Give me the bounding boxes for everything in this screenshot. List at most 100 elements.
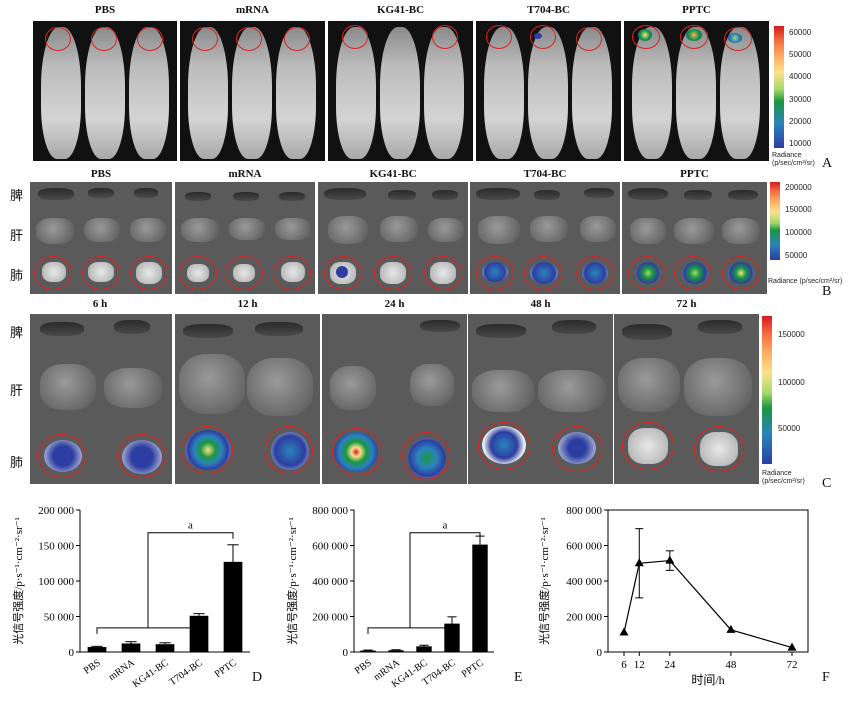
organ-image-c-6h	[30, 314, 172, 484]
panel-label-d: D	[252, 670, 263, 685]
bar	[189, 615, 209, 652]
bar	[223, 561, 243, 652]
bar	[416, 646, 432, 652]
panel-label-e: E	[514, 670, 523, 685]
panel-label-a: A	[822, 156, 833, 171]
bracket-high	[409, 532, 481, 628]
x-tick-label: PBS	[82, 657, 103, 676]
cbar-b-tick: 50000	[785, 251, 808, 260]
group-label-t704: T704-BC	[527, 4, 570, 16]
group-label-mrna: mRNA	[236, 4, 269, 16]
y-tick-label: 200 000	[38, 505, 74, 517]
cbar-a-tick: 60000	[789, 28, 812, 37]
group-label-b-t704: T704-BC	[523, 168, 567, 180]
bracket-low	[96, 627, 200, 634]
panel-label-b: B	[822, 284, 832, 299]
time-label: 72 h	[676, 298, 697, 310]
cbar-b-tick: 200000	[785, 183, 812, 192]
colorbar-c	[762, 316, 772, 464]
data-point	[665, 555, 675, 564]
y-tick-label: 600 000	[312, 541, 348, 553]
y-axis-label: 光信号强度/p·s⁻¹·cm⁻²·sr⁻¹	[537, 517, 551, 645]
y-tick-label: 200 000	[312, 612, 348, 624]
group-label-b-kg41: KG41-BC	[369, 168, 417, 180]
organ-image-c-48h	[468, 314, 613, 484]
bar	[444, 623, 460, 652]
data-point	[634, 558, 644, 567]
organ-image-c-24h	[322, 314, 467, 484]
cbar-a-tick: 30000	[789, 95, 812, 104]
bracket-high	[147, 532, 234, 628]
y-axis-label: 光信号强度/p·s⁻¹·cm⁻²·sr⁻¹	[11, 517, 25, 645]
x-tick-label: PPTC	[460, 657, 486, 680]
y-tick-label: 0	[343, 647, 349, 659]
x-tick-label: 12	[634, 659, 645, 671]
mouse-image-pbs	[33, 21, 177, 161]
mouse-image-mrna	[180, 21, 325, 161]
group-label-pptc: PPTC	[682, 4, 711, 16]
y-tick-label: 50 000	[44, 612, 75, 624]
cbar-c-tick: 100000	[778, 378, 805, 387]
organ-label-lung: 肺	[10, 269, 24, 284]
plot-frame	[607, 509, 809, 653]
organ-label-spleen: 脾	[10, 189, 24, 204]
organ-label-liver: 肝	[10, 384, 24, 399]
group-label-b-mrna: mRNA	[228, 168, 262, 180]
x-tick-label: 24	[664, 659, 676, 671]
significance-label: a	[188, 520, 193, 532]
group-label-b-pbs: PBS	[90, 168, 112, 180]
cbar-a-tick: 50000	[789, 50, 812, 59]
y-tick-label: 800 000	[312, 505, 348, 517]
time-label: 12 h	[237, 298, 258, 310]
cbar-b-tick: 150000	[785, 205, 812, 214]
cbar-c-caption: Radiance (p/sec/cm²/sr)	[762, 470, 805, 485]
y-tick-label: 0	[597, 647, 603, 659]
colorbar-b	[770, 182, 780, 260]
series-line	[623, 559, 793, 649]
y-tick-label: 800 000	[566, 505, 602, 517]
organ-image-b-kg41	[318, 182, 468, 294]
cbar-a-tick: 40000	[789, 72, 812, 81]
x-tick-label: 72	[787, 659, 798, 671]
panel-label-c: C	[822, 476, 832, 491]
time-label: 24 h	[384, 298, 405, 310]
organ-label-liver: 肝	[10, 229, 24, 244]
bar	[87, 647, 107, 652]
organ-label-lung: 肺	[10, 456, 24, 471]
bar	[155, 644, 175, 652]
y-tick-label: 100 000	[38, 576, 74, 588]
x-tick-label: 6	[621, 659, 627, 671]
organ-image-b-pbs	[30, 182, 172, 294]
group-label-kg41: KG41-BC	[376, 4, 425, 16]
cbar-b-tick: 100000	[785, 228, 812, 237]
y-tick-label: 150 000	[38, 541, 74, 553]
y-tick-label: 400 000	[312, 576, 348, 588]
data-point	[726, 624, 736, 633]
cbar-a-tick: 10000	[789, 139, 812, 148]
x-tick-label: 48	[725, 659, 737, 671]
chart-f: 0 200 000 400 000 600 000 800 000 6 12 24 48 72 时间…	[537, 505, 809, 687]
x-tick-label: KG41-BC	[131, 657, 171, 690]
cbar-b-caption: Radiance (p/sec/cm²/sr)	[768, 278, 843, 285]
bar	[388, 650, 404, 652]
significance-label: a	[443, 520, 448, 532]
organ-image-b-mrna	[175, 182, 315, 294]
bar	[472, 544, 488, 652]
mouse-image-kg41	[328, 21, 473, 161]
cbar-a-tick: 20000	[789, 117, 812, 126]
x-axis-label: 时间/h	[691, 673, 724, 687]
colorbar-a	[774, 26, 784, 148]
y-tick-label: 400 000	[566, 576, 602, 588]
mouse-image-t704	[476, 21, 621, 161]
bar	[121, 643, 141, 652]
cbar-a-caption: Radiance (p/sec/cm²/sr)	[772, 152, 815, 167]
y-tick-label: 600 000	[566, 541, 602, 553]
y-tick-label: 0	[69, 647, 75, 659]
y-axis-label: 光信号强度/p·s⁻¹·cm⁻²·sr⁻¹	[285, 517, 299, 645]
organ-image-b-pptc	[622, 182, 767, 294]
time-label: 6 h	[92, 298, 108, 310]
organ-image-c-12h	[175, 314, 320, 484]
x-tick-label: PPTC	[213, 657, 239, 680]
